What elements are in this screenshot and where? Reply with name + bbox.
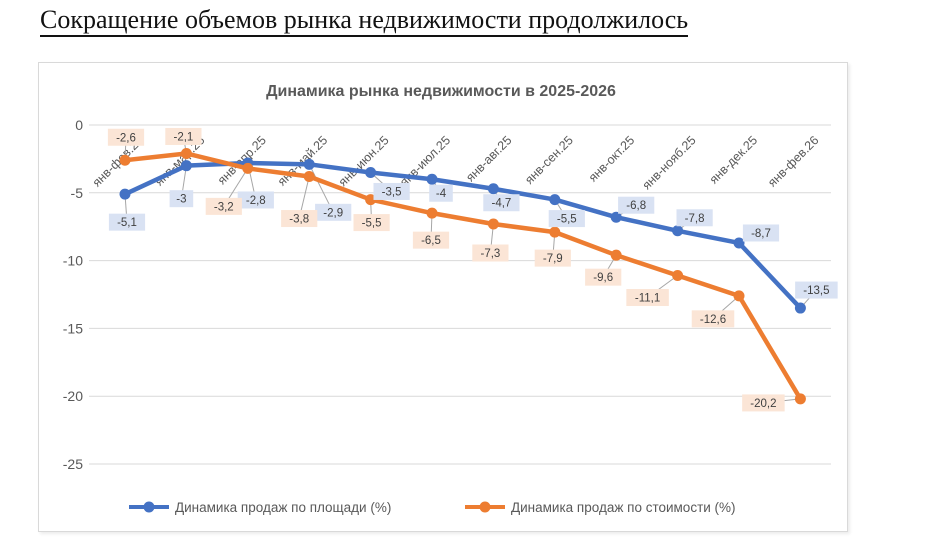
data-label-value: -2,6 bbox=[116, 132, 136, 144]
data-label-value: -3,2 bbox=[214, 201, 234, 213]
y-axis-tick-label: -25 bbox=[63, 456, 83, 472]
data-label-box bbox=[412, 231, 450, 249]
data-point-marker bbox=[426, 207, 438, 219]
data-label-value: -2,9 bbox=[323, 207, 343, 219]
y-axis-tick-label: -15 bbox=[63, 320, 83, 336]
data-label-box bbox=[237, 191, 274, 209]
data-label-box bbox=[373, 182, 410, 200]
data-label-value: -13,5 bbox=[803, 285, 829, 297]
data-point-marker bbox=[794, 393, 806, 405]
data-point-marker bbox=[549, 194, 561, 206]
data-label-value: -7,8 bbox=[685, 213, 705, 225]
x-axis-category-label: янв-дек.25 bbox=[707, 133, 760, 186]
data-label-box bbox=[315, 203, 352, 221]
legend-marker-icon bbox=[143, 501, 155, 513]
data-point-marker bbox=[733, 290, 745, 302]
data-label-value: -5,5 bbox=[362, 218, 382, 230]
legend-item-1: Динамика продаж по стоимости (%) bbox=[465, 500, 736, 515]
data-point-marker bbox=[794, 302, 806, 314]
data-point-marker bbox=[733, 237, 745, 249]
data-label-box bbox=[107, 128, 145, 146]
y-axis-tick-label: 0 bbox=[75, 117, 83, 133]
data-label-value: -20,2 bbox=[750, 398, 776, 410]
data-label-value: -7,3 bbox=[480, 248, 500, 260]
data-label-box bbox=[281, 210, 318, 228]
data-point-marker bbox=[180, 147, 192, 159]
data-label-value: -2,8 bbox=[246, 195, 266, 207]
document-heading: Сокращение объемов рынка недвижимости пр… bbox=[40, 5, 689, 37]
x-axis-category-label: янв-авг.25 bbox=[463, 133, 514, 184]
data-label-box bbox=[353, 214, 390, 232]
data-label-box bbox=[534, 249, 571, 267]
data-label-box bbox=[626, 289, 669, 307]
data-label-box bbox=[676, 209, 713, 227]
data-label-box bbox=[795, 281, 838, 299]
data-point-marker bbox=[365, 194, 377, 206]
line-chart: Динамика рынка недвижимости в 2025-2026 0… bbox=[63, 83, 838, 515]
data-label-box bbox=[165, 127, 202, 145]
data-label-value: -6,8 bbox=[626, 200, 646, 212]
data-label-box bbox=[429, 184, 453, 202]
data-label-box bbox=[548, 210, 585, 228]
document-heading-text: Сокращение объемов рынка недвижимости пр… bbox=[40, 5, 689, 37]
data-point-marker bbox=[119, 154, 131, 166]
data-point-marker bbox=[180, 160, 192, 172]
data-label-value: -11,1 bbox=[635, 293, 660, 305]
data-label-value: -4 bbox=[436, 188, 447, 200]
data-label-box bbox=[205, 197, 242, 215]
data-point-marker bbox=[487, 183, 499, 195]
data-point-marker bbox=[365, 166, 377, 178]
x-axis-category-label: янв-фев.26 bbox=[765, 133, 821, 189]
data-point-marker bbox=[610, 249, 622, 261]
data-point-marker bbox=[549, 226, 561, 238]
data-label-value: -5,5 bbox=[557, 214, 577, 226]
data-label-box bbox=[742, 394, 785, 412]
data-label-value: -2,1 bbox=[173, 131, 193, 143]
data-point-marker bbox=[672, 225, 684, 237]
data-point-marker bbox=[303, 171, 315, 183]
data-label-box bbox=[483, 194, 520, 212]
series-line-1 bbox=[122, 151, 803, 402]
data-label-value: -12,6 bbox=[700, 314, 726, 326]
y-axis-tick-label: -10 bbox=[63, 253, 83, 269]
series-line-0 bbox=[122, 160, 803, 311]
x-axis-category-label: янв-нояб.25 bbox=[640, 133, 699, 192]
legend-item-0: Динамика продаж по площади (%) bbox=[129, 500, 391, 515]
data-point-marker bbox=[426, 173, 438, 185]
data-label-value: -7,9 bbox=[543, 253, 563, 265]
x-axis-category-label: янв-июн.25 bbox=[336, 133, 392, 189]
legend-label: Динамика продаж по стоимости (%) bbox=[511, 500, 736, 515]
data-label-box bbox=[691, 310, 735, 328]
x-axis-category-label: янв-сен.25 bbox=[522, 133, 576, 187]
data-point-marker bbox=[672, 270, 684, 282]
chart-container: Динамика рынка недвижимости в 2025-2026 0… bbox=[38, 62, 848, 532]
data-label-box bbox=[169, 190, 194, 208]
data-label-value: -3,5 bbox=[382, 186, 402, 198]
data-point-marker bbox=[242, 162, 254, 174]
data-label-box bbox=[585, 268, 622, 286]
data-label-value: -4,7 bbox=[491, 198, 511, 210]
data-label-box bbox=[108, 213, 146, 231]
data-label-box bbox=[618, 196, 655, 214]
legend-marker-icon bbox=[479, 501, 491, 513]
data-label-value: -9,6 bbox=[593, 272, 613, 284]
data-point-marker bbox=[610, 211, 622, 223]
data-label-box bbox=[472, 244, 509, 262]
data-label-value: -8,7 bbox=[751, 228, 771, 240]
y-axis-tick-label: -5 bbox=[71, 185, 84, 201]
data-point-marker bbox=[487, 218, 499, 230]
data-point-marker bbox=[119, 188, 131, 200]
data-label-box bbox=[742, 224, 780, 242]
data-label-value: -6,5 bbox=[421, 235, 441, 247]
data-label-value: -3,8 bbox=[289, 214, 309, 226]
legend-label: Динамика продаж по площади (%) bbox=[175, 500, 391, 515]
data-label-value: -5,1 bbox=[117, 217, 137, 229]
x-axis-category-label: янв-окт.25 bbox=[586, 133, 637, 184]
y-axis-tick-label: -20 bbox=[63, 388, 83, 404]
data-point-marker bbox=[303, 158, 315, 170]
chart-title: Динамика рынка недвижимости в 2025-2026 bbox=[266, 83, 616, 100]
data-label-value: -3 bbox=[176, 194, 186, 206]
